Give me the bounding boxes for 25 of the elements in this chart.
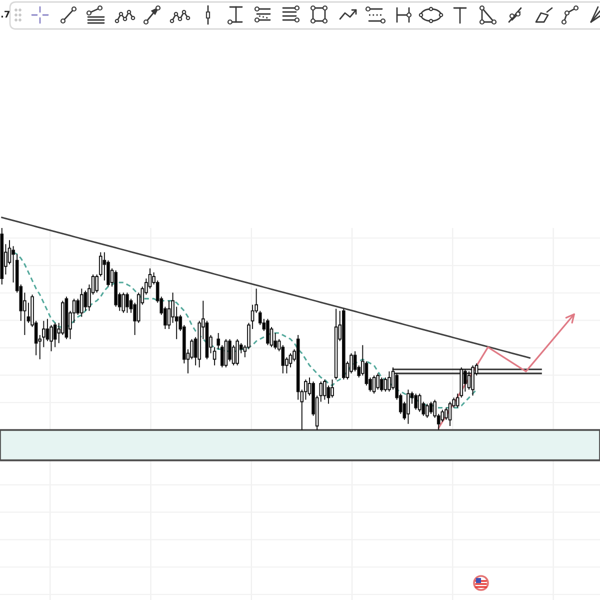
candlestick: [429, 401, 433, 414]
candlestick: [471, 364, 474, 396]
candlestick: [372, 374, 376, 394]
candlestick: [53, 322, 57, 348]
candlestick: [426, 403, 429, 418]
candlestick: [64, 296, 68, 340]
text: .7: [1, 10, 10, 18]
candlestick: [323, 379, 326, 400]
candlestick: [376, 372, 380, 390]
candlestick: [80, 288, 84, 318]
candlestick: [448, 401, 452, 426]
candlestick: [122, 292, 126, 314]
candlestick: [380, 376, 384, 392]
candlestick: [266, 318, 270, 346]
candlestick: [114, 270, 118, 308]
candlestick: [224, 338, 228, 368]
candlestick: [236, 338, 240, 366]
candlestick: [126, 292, 129, 314]
candlestick: [406, 389, 410, 424]
candlestick: [418, 393, 422, 412]
candlestick: [414, 393, 418, 410]
candlestick: [342, 308, 346, 380]
candlestick: [0, 228, 4, 286]
candlestick: [334, 308, 338, 380]
candlestick: [388, 370, 391, 392]
